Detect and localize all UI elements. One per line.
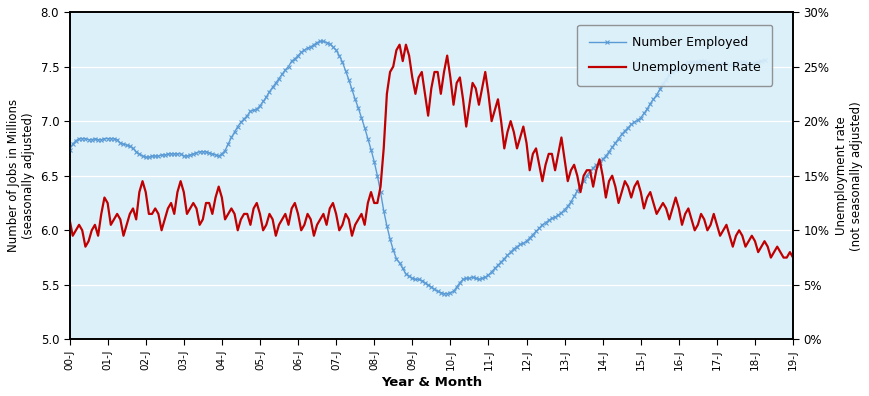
Unemployment Rate — [64, 217, 75, 222]
Number Employed — [64, 147, 75, 152]
Line: Number Employed: Number Employed — [68, 40, 766, 295]
Unemployment Rate — [863, 277, 869, 282]
Number Employed — [680, 62, 690, 67]
Number Employed — [255, 103, 265, 108]
Unemployment Rate — [394, 42, 404, 47]
Unemployment Rate — [505, 119, 515, 124]
Unemployment Rate — [185, 206, 196, 211]
Unemployment Rate — [771, 244, 781, 249]
X-axis label: Year & Month: Year & Month — [381, 376, 481, 389]
Unemployment Rate — [401, 42, 411, 47]
Line: Unemployment Rate: Unemployment Rate — [70, 45, 868, 285]
Unemployment Rate — [501, 129, 512, 134]
Legend: Number Employed, Unemployment Rate: Number Employed, Unemployment Rate — [577, 25, 772, 86]
Number Employed — [315, 39, 325, 44]
Number Employed — [657, 82, 667, 86]
Y-axis label: Number of Jobs in Millions
(seasonally adjusted): Number of Jobs in Millions (seasonally a… — [7, 99, 35, 252]
Unemployment Rate — [841, 282, 852, 287]
Number Employed — [441, 291, 452, 296]
Number Employed — [438, 291, 448, 296]
Number Employed — [267, 85, 277, 89]
Unemployment Rate — [375, 184, 385, 189]
Number Employed — [759, 57, 769, 62]
Number Employed — [692, 60, 702, 65]
Y-axis label: Unemployment rate
(not seasonally adjusted): Unemployment rate (not seasonally adjust… — [834, 101, 862, 251]
